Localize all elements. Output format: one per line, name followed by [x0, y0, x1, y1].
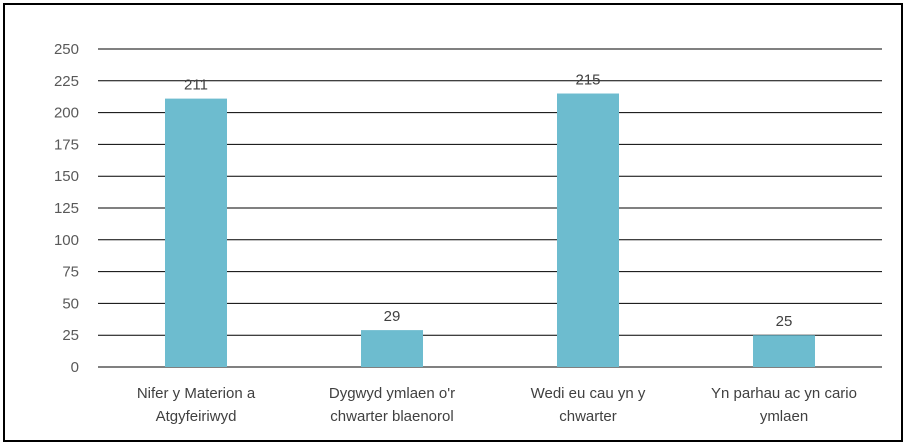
bar: [361, 330, 423, 367]
y-tick-label: 75: [62, 264, 79, 281]
x-category-label: Wedi eu cau yn y: [531, 385, 646, 402]
y-tick-label: 150: [54, 168, 79, 185]
data-label: 211: [184, 77, 208, 94]
y-tick-label: 50: [62, 295, 79, 312]
chart-frame: [3, 3, 903, 442]
x-category-label: Nifer y Materion a: [137, 385, 256, 402]
bar: [165, 98, 227, 367]
y-tick-label: 250: [54, 41, 79, 58]
y-tick-label: 200: [54, 105, 79, 122]
y-tick-label: 125: [54, 200, 79, 217]
bar: [557, 93, 619, 368]
bar: [753, 335, 815, 367]
x-category-label: Yn parhau ac yn cario: [711, 385, 857, 402]
x-category-label: chwarter blaenorol: [330, 408, 453, 425]
y-tick-label: 175: [54, 136, 79, 153]
y-tick-label: 225: [54, 73, 79, 90]
y-tick-label: 100: [54, 232, 79, 249]
data-label: 29: [384, 308, 401, 325]
x-category-label: chwarter: [559, 408, 617, 425]
y-tick-label: 25: [62, 327, 79, 344]
x-category-label: ymlaen: [760, 408, 808, 425]
data-label: 25: [776, 313, 793, 330]
data-label: 215: [575, 72, 600, 89]
y-tick-label: 0: [71, 359, 79, 376]
x-category-label: Atgyfeiriwyd: [156, 408, 237, 425]
x-category-label: Dygwyd ymlaen o'r: [329, 385, 455, 402]
